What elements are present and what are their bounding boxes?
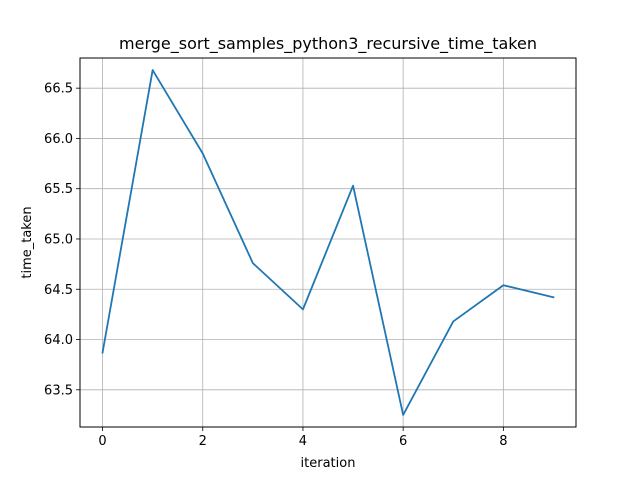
data-point xyxy=(202,153,204,155)
data-point xyxy=(252,262,254,264)
data-point xyxy=(552,296,554,298)
x-axis-label: iteration xyxy=(301,456,356,471)
series-layer xyxy=(101,69,555,416)
y-tick-label: 65.5 xyxy=(44,182,73,197)
plot-area-frame xyxy=(79,57,577,428)
x-tick-label: 2 xyxy=(199,434,207,449)
x-tick-label: 4 xyxy=(299,434,307,449)
x-tick-label: 8 xyxy=(499,434,507,449)
data-point xyxy=(502,284,504,286)
data-point xyxy=(452,320,454,322)
data-point xyxy=(352,185,354,187)
data-point xyxy=(302,308,304,310)
data-point xyxy=(152,69,154,71)
y-tick-label: 66.5 xyxy=(44,82,73,97)
y-tick-label: 65.0 xyxy=(44,232,73,247)
y-tick-label: 64.0 xyxy=(44,333,73,348)
y-tick-label: 66.0 xyxy=(44,132,73,147)
y-axis-label: time_taken xyxy=(20,206,35,278)
x-tick-label: 0 xyxy=(98,434,106,449)
y-tick-label: 63.5 xyxy=(44,383,73,398)
x-tick-label: 6 xyxy=(399,434,407,449)
series-line xyxy=(101,69,555,416)
data-point xyxy=(102,352,104,354)
axis-ticks: 0 2 4 6 8 63.5 64.0 64.5 65.0 65.5 66.0 66.5 xyxy=(44,82,507,449)
chart-title: merge_sort_samples_python3_recursive_tim… xyxy=(119,34,537,54)
y-tick-label: 64.5 xyxy=(44,283,73,298)
data-point xyxy=(402,414,404,416)
